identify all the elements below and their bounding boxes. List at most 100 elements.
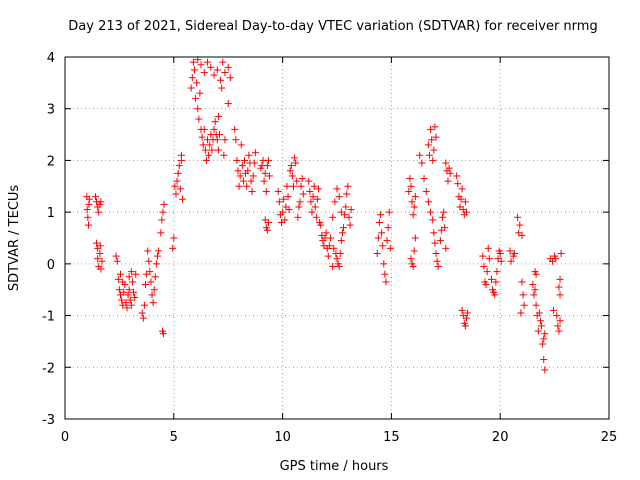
data-point [434,262,442,270]
data-point [516,221,524,229]
data-point [428,136,436,144]
data-point [196,89,204,97]
data-point [211,118,219,126]
data-point [293,177,301,185]
data-points [83,56,565,374]
data-point [446,169,454,177]
data-point [425,151,433,159]
data-point [232,136,240,144]
data-point [193,79,201,87]
data-point [341,211,349,219]
data-point [218,84,226,92]
data-point [159,330,167,338]
data-point [374,234,382,242]
data-point [518,231,526,239]
data-point [411,234,419,242]
data-point [532,301,540,309]
data-point [453,172,461,180]
data-point [83,206,91,214]
data-point [445,164,453,172]
data-point [439,213,447,221]
data-point [311,203,319,211]
data-point [91,193,99,201]
data-point [335,262,343,270]
data-point [518,278,526,286]
data-point [442,159,450,167]
data-point [408,198,416,206]
data-point [556,317,564,325]
data-point [173,177,181,185]
data-point [172,190,180,198]
data-point [337,237,345,245]
data-point [224,100,232,108]
data-point [461,198,469,206]
data-point [187,84,195,92]
data-point [243,182,251,190]
data-point [281,216,289,224]
data-point [444,177,452,185]
y-tick-label: -2 [42,361,55,376]
data-point [251,149,259,157]
data-point [297,182,305,190]
data-point [532,270,540,278]
data-point [410,247,418,255]
data-point [148,291,156,299]
data-point [130,288,138,296]
data-point [125,286,133,294]
data-point [115,286,123,294]
data-point [420,175,428,183]
data-point [213,136,221,144]
data-point [407,182,415,190]
data-point [552,255,560,263]
data-point [492,278,500,286]
data-point [239,177,247,185]
data-point [306,187,314,195]
data-point [210,125,218,133]
data-point [555,283,563,291]
data-point [84,213,92,221]
data-point [275,198,283,206]
data-point [138,309,146,317]
data-point [214,146,222,154]
data-point [338,229,346,237]
data-point [433,257,441,265]
data-point [247,177,255,185]
data-point [157,229,165,237]
y-tick-label: 4 [47,51,55,66]
y-axis-label: SDTVAR / TECUs [7,185,22,292]
data-point [510,250,518,258]
data-point [340,224,348,232]
data-point [540,356,548,364]
data-point [458,306,466,314]
data-point [235,182,243,190]
data-point [553,312,561,320]
data-point [384,224,392,232]
data-point [123,304,131,312]
data-point [131,293,139,301]
x-tick-label: 5 [170,430,178,445]
data-point [385,208,393,216]
data-point [418,159,426,167]
data-point [381,270,389,278]
data-point [250,159,258,167]
data-point [279,208,287,216]
data-point [534,327,542,335]
y-tick-label: -1 [42,310,55,325]
data-point [113,257,121,265]
data-point [262,187,270,195]
data-point [454,180,462,188]
data-point [309,193,317,201]
data-point [383,237,391,245]
data-point [375,218,383,226]
data-point [114,275,122,283]
data-point [288,172,296,180]
data-point [497,257,505,265]
data-point [519,291,527,299]
grid-lines [65,57,609,419]
data-point [96,242,104,250]
data-point [95,208,103,216]
data-point [146,268,154,276]
data-point [308,208,316,216]
data-point [153,252,161,260]
